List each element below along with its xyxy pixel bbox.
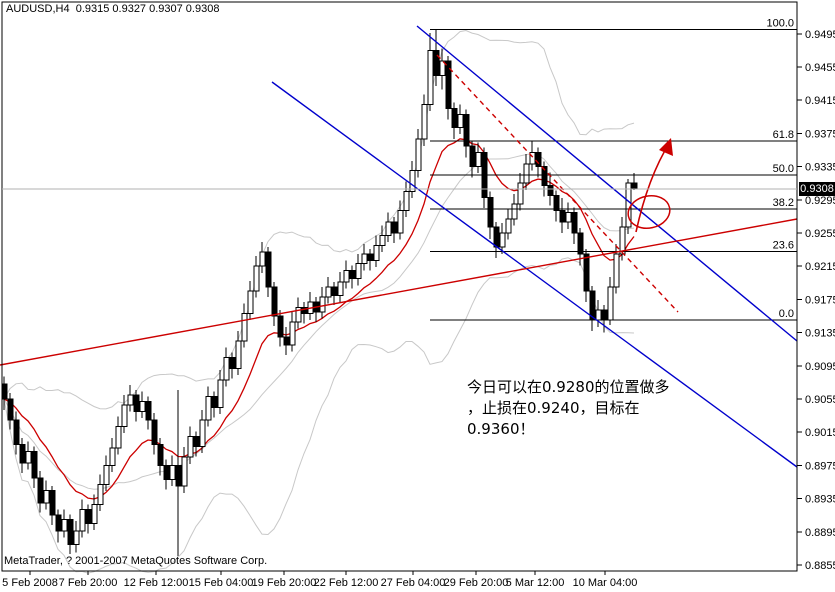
fib-label-61.8: 61.8 [773,129,794,141]
red-uptrend-support[interactable] [0,218,798,366]
time-tick-label: 27 Feb 04:00 [381,577,446,589]
red-dashed-channel[interactable] [436,54,679,313]
trade-annotation: 今日可以在0.9280的位置做多 ，止损在0.9240，目标在 0.9360！ [467,377,670,440]
axes-layer: 0.9495 0.9455 0.9415 0.9375 0.9335 0.9295 0.92… [2,29,835,589]
price-tick-label: 0.9255 [805,228,835,240]
price-tick-label: 0.9135 [805,328,835,340]
time-tick-label: 15 Feb 04:00 [189,577,254,589]
time-tick-label: 22 Feb 12:00 [314,577,379,589]
metatrader-watermark: MetaTrader, ? 2001-2007 MetaQuotes Softw… [4,555,268,567]
price-tick-label: 0.9375 [805,128,835,140]
fib-label-23.6: 23.6 [773,239,794,251]
target-arrow-head [659,138,673,156]
candles-layer [1,29,638,556]
target-arrow[interactable] [635,141,671,233]
annotation-line-3: 0.9360！ [467,420,535,438]
fib-label-0.0: 0.0 [779,308,794,320]
price-tick-label: 0.9455 [805,62,835,74]
price-tick-label: 0.9335 [805,162,835,174]
annotation-line-1: 今日可以在0.9280的位置做多 [467,378,670,396]
price-tick-label: 0.9015 [805,427,835,439]
price-tick-label: 0.9055 [805,394,835,406]
fibonacci-retracement[interactable]: 100.0 61.8 50.0 38.2 23.6 0.0 [430,18,797,321]
blue-downtrend-secondary[interactable] [271,81,798,468]
price-tick-label: 0.9215 [805,261,835,273]
entry-zone-ellipse[interactable] [625,192,673,232]
time-tick-label: 5 Feb 2008 [2,577,58,589]
chart-title: AUDUSD,H4 0.9315 0.9327 0.9307 0.9308 [6,3,219,15]
annotation-line-2: ，止损在0.9240，目标在 [467,399,640,417]
time-tick-label: 29 Feb 20:00 [444,577,509,589]
price-tick-label: 0.9095 [805,361,835,373]
moving-average-line [3,138,635,500]
price-tick-label: 0.8975 [805,460,835,472]
projection-drawings[interactable] [625,138,673,233]
blue-downtrend-main[interactable] [416,25,798,342]
trendlines-layer[interactable] [0,25,798,468]
fib-label-50.0: 50.0 [773,163,794,175]
time-tick-label: 7 Feb 20:00 [59,577,118,589]
price-tick-label: 0.8935 [805,494,835,506]
bollinger-bands [3,29,635,574]
price-tick-label: 0.8895 [805,527,835,539]
time-tick-label: 12 Feb 12:00 [124,577,189,589]
fib-label-100.0: 100.0 [766,18,794,30]
current-price-badge: 0.9308 [799,182,835,196]
fib-label-38.2: 38.2 [773,197,794,209]
price-tick-label: 0.9295 [805,195,835,207]
price-tick-label: 0.9175 [805,294,835,306]
symbol-timeframe-label: AUDUSD,H4 [6,3,70,15]
time-tick-label: 5 Mar 12:00 [506,577,565,589]
time-tick-label: 10 Mar 04:00 [573,577,638,589]
price-tick-label: 0.9415 [805,95,835,107]
ohlc-values: 0.9315 0.9327 0.9307 0.9308 [75,3,220,15]
time-tick-label: 19 Feb 20:00 [252,577,317,589]
price-tick-label: 0.9495 [805,29,835,41]
plot-border [1,1,798,572]
